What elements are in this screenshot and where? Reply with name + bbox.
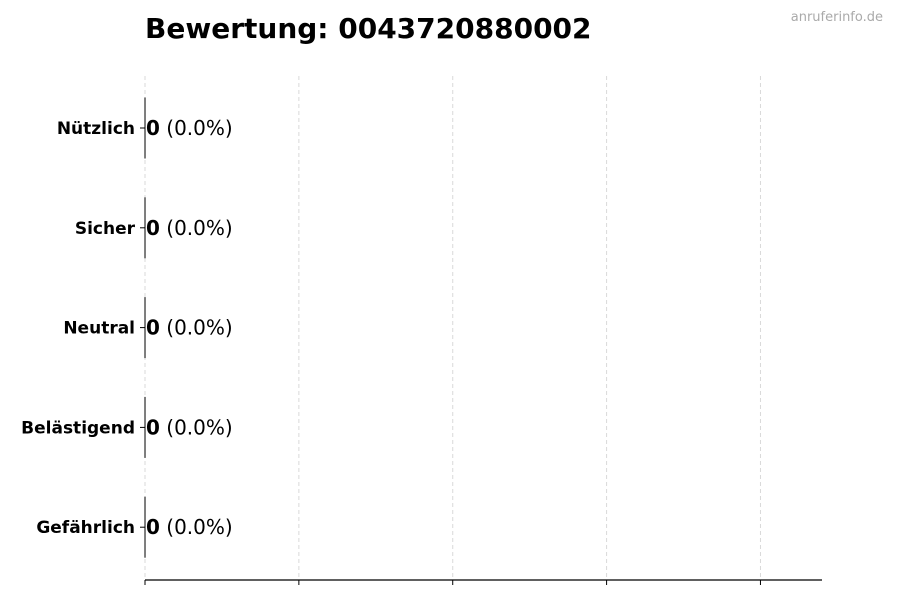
data-label: 0 (0.0%): [146, 415, 233, 439]
watermark: anruferinfo.de: [790, 10, 883, 25]
chart-title: Bewertung: 0043720880002: [145, 12, 592, 45]
category-label: Sicher: [75, 219, 136, 239]
data-label: 0 (0.0%): [146, 316, 233, 340]
data-label-count: 0: [146, 116, 160, 140]
category-label: Neutral: [63, 319, 135, 339]
data-label: 0 (0.0%): [146, 216, 233, 240]
data-label: 0 (0.0%): [146, 116, 233, 140]
category-label: Nützlich: [57, 119, 135, 139]
data-label-count: 0: [146, 216, 160, 240]
data-label-count: 0: [146, 316, 160, 340]
data-label-percent: (0.0%): [160, 316, 233, 340]
data-label-percent: (0.0%): [160, 216, 233, 240]
data-label-percent: (0.0%): [160, 415, 233, 439]
data-label: 0 (0.0%): [146, 515, 233, 539]
data-label-percent: (0.0%): [160, 116, 233, 140]
data-label-percent: (0.0%): [160, 515, 233, 539]
data-label-count: 0: [146, 415, 160, 439]
data-label-count: 0: [146, 515, 160, 539]
category-label: Gefährlich: [36, 518, 135, 538]
category-label: Belästigend: [21, 418, 135, 438]
